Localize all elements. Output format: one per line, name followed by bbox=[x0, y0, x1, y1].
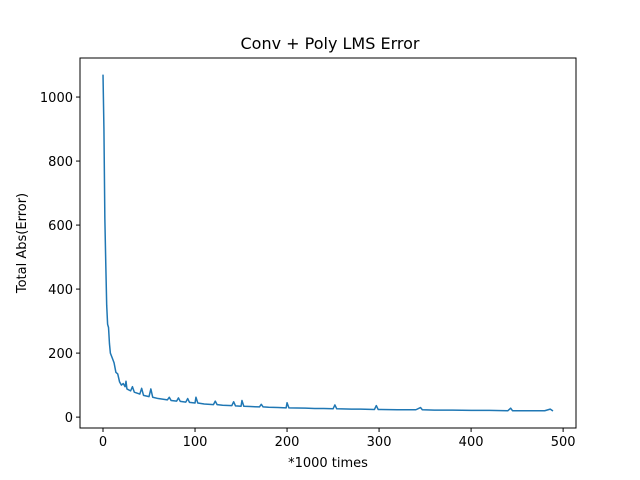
x-tick-label: 200 bbox=[275, 435, 300, 450]
x-axis-label: *1000 times bbox=[288, 456, 368, 471]
x-tick-label: 100 bbox=[183, 435, 208, 450]
x-tick-label: 400 bbox=[459, 435, 484, 450]
chart-title: Conv + Poly LMS Error bbox=[241, 34, 420, 53]
y-axis-label: Total Abs(Error) bbox=[15, 193, 30, 294]
x-tick-label: 300 bbox=[367, 435, 392, 450]
y-tick-label: 400 bbox=[48, 283, 73, 298]
y-tick-label: 600 bbox=[48, 219, 73, 234]
y-tick-label: 1000 bbox=[40, 91, 73, 106]
y-tick-label: 0 bbox=[65, 411, 73, 426]
x-tick-label: 0 bbox=[99, 435, 107, 450]
x-tick-label: 500 bbox=[551, 435, 576, 450]
plot-frame bbox=[79, 57, 577, 429]
y-tick-label: 800 bbox=[48, 155, 73, 170]
y-tick-label: 200 bbox=[48, 347, 73, 362]
line bbox=[102, 74, 554, 412]
